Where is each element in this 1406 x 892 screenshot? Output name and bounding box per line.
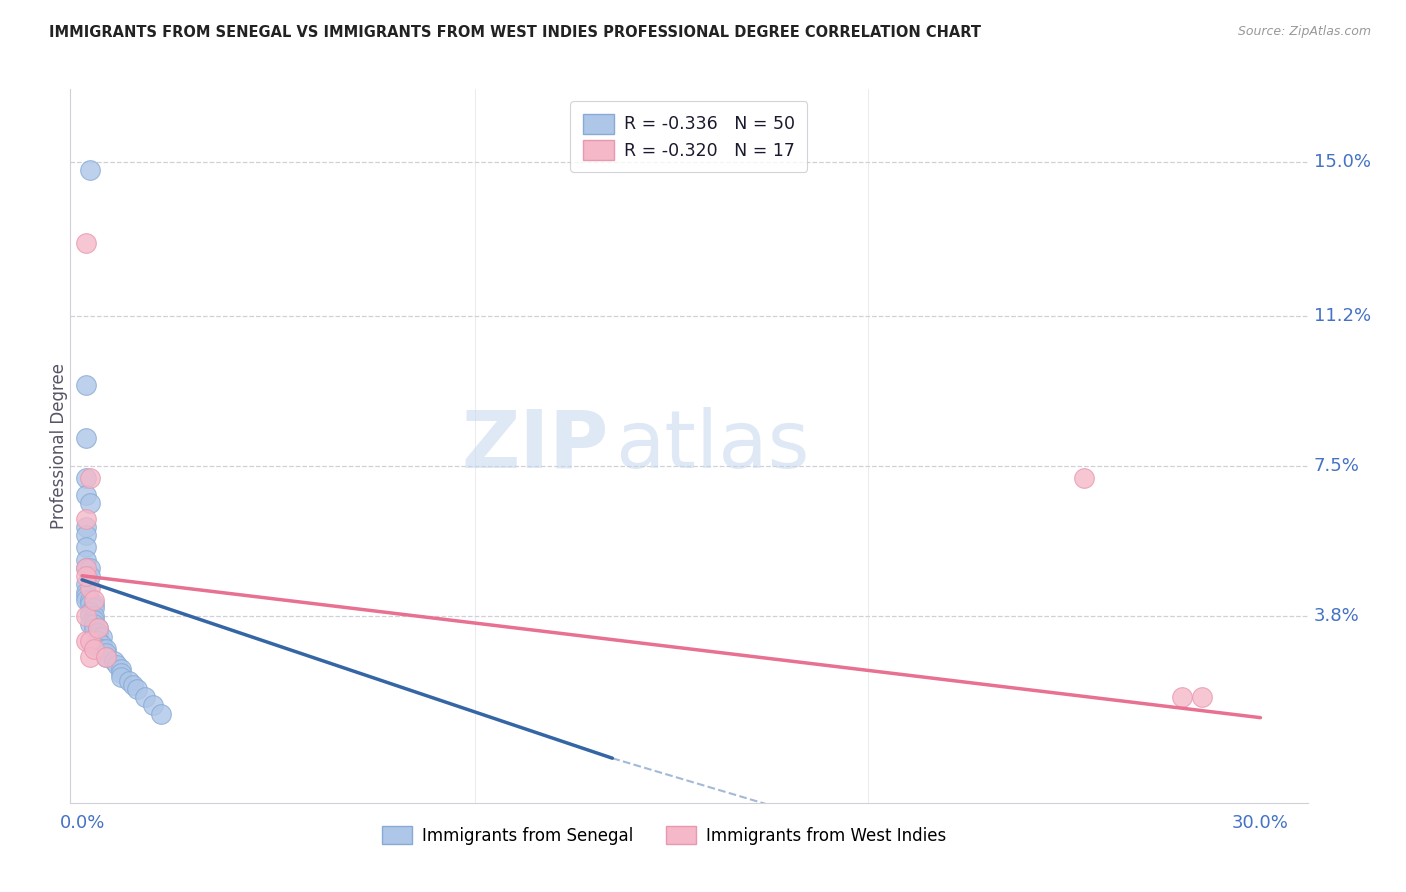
Point [149, 706, 172, 721]
Point [83, 617, 105, 632]
Point [107, 657, 129, 672]
Point [94, 646, 117, 660]
Text: atlas: atlas [614, 407, 808, 485]
Point [75, 520, 97, 534]
Point [75, 552, 97, 566]
Text: 15.0%: 15.0% [1313, 153, 1371, 171]
Point [134, 690, 156, 705]
Point [83, 609, 105, 624]
Point [79, 496, 101, 510]
Point [1073, 471, 1095, 485]
Point [75, 378, 97, 392]
Point [87, 630, 110, 644]
Point [75, 577, 97, 591]
Point [79, 593, 101, 607]
Point [90, 630, 112, 644]
Point [75, 560, 97, 574]
Point [1171, 690, 1194, 705]
Point [94, 641, 117, 656]
Point [87, 633, 110, 648]
Point [122, 678, 145, 692]
Point [79, 633, 101, 648]
Point [75, 471, 97, 485]
Point [142, 698, 165, 713]
Point [79, 471, 101, 485]
Point [83, 613, 105, 627]
Point [75, 560, 97, 574]
Point [110, 666, 132, 681]
Point [110, 670, 132, 684]
Point [75, 431, 97, 445]
Point [83, 597, 105, 611]
Point [79, 560, 101, 574]
Text: 3.8%: 3.8% [1313, 607, 1360, 625]
Point [75, 593, 97, 607]
Point [118, 674, 141, 689]
Point [87, 625, 110, 640]
Point [75, 512, 97, 526]
Point [79, 605, 101, 619]
Legend: Immigrants from Senegal, Immigrants from West Indies: Immigrants from Senegal, Immigrants from… [375, 820, 953, 852]
Point [94, 649, 117, 664]
Point [79, 597, 101, 611]
Point [75, 236, 97, 251]
Point [103, 654, 125, 668]
Point [90, 638, 112, 652]
Point [75, 528, 97, 542]
Point [83, 593, 105, 607]
Text: IMMIGRANTS FROM SENEGAL VS IMMIGRANTS FROM WEST INDIES PROFESSIONAL DEGREE CORRE: IMMIGRANTS FROM SENEGAL VS IMMIGRANTS FR… [49, 25, 981, 40]
Point [87, 622, 110, 636]
Point [75, 568, 97, 582]
Point [79, 649, 101, 664]
Point [83, 622, 105, 636]
Point [79, 163, 101, 178]
Point [79, 568, 101, 582]
Point [1191, 690, 1213, 705]
Point [87, 622, 110, 636]
Point [83, 601, 105, 615]
Point [83, 641, 105, 656]
Point [75, 609, 97, 624]
Point [75, 633, 97, 648]
Text: ZIP: ZIP [461, 407, 609, 485]
Point [75, 488, 97, 502]
Point [110, 662, 132, 676]
Point [90, 641, 112, 656]
Text: 7.5%: 7.5% [1313, 458, 1360, 475]
Point [79, 617, 101, 632]
Point [125, 682, 148, 697]
Point [83, 638, 105, 652]
Point [75, 541, 97, 555]
Text: Source: ZipAtlas.com: Source: ZipAtlas.com [1237, 25, 1371, 38]
Point [79, 581, 101, 595]
Y-axis label: Professional Degree: Professional Degree [51, 363, 67, 529]
Point [75, 585, 97, 599]
Point [79, 609, 101, 624]
Point [94, 649, 117, 664]
Text: 11.2%: 11.2% [1313, 307, 1371, 326]
Point [75, 589, 97, 603]
